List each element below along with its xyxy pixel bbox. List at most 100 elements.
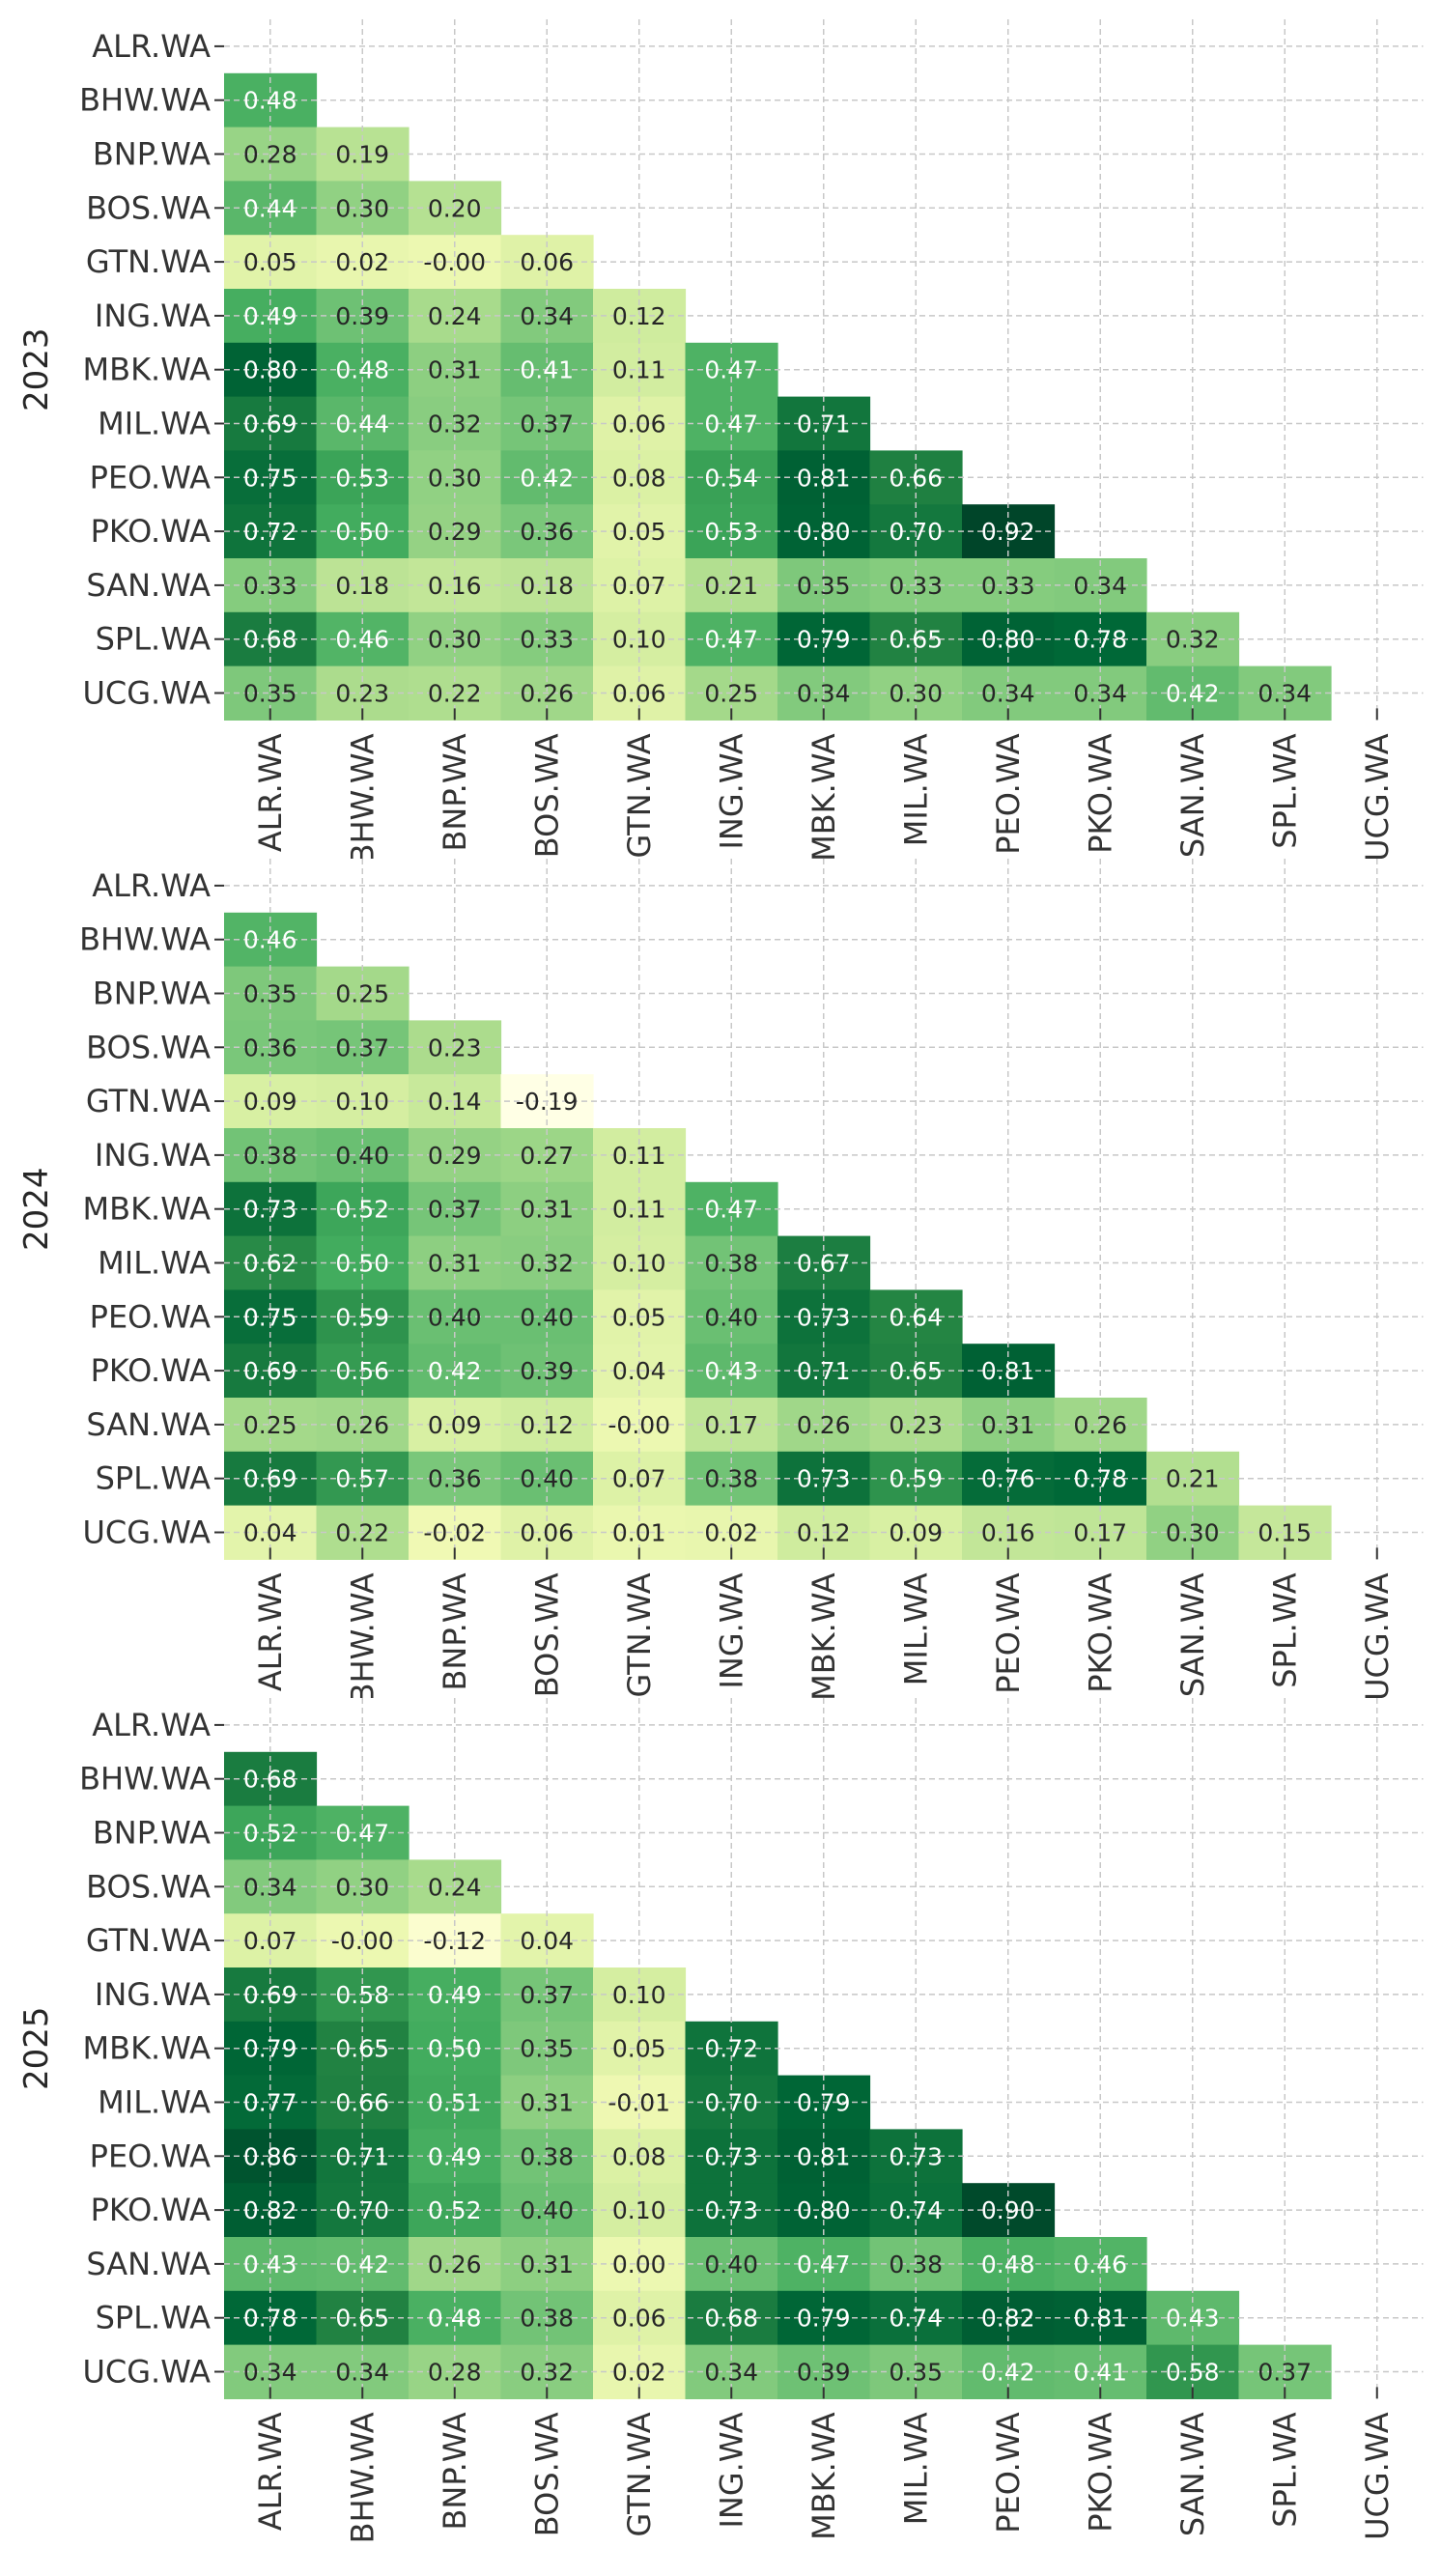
cell-annotation: 0.26 bbox=[797, 1411, 851, 1439]
cell-annotation: -0.12 bbox=[423, 1927, 486, 1955]
x-tick-label: GTN.WA bbox=[621, 2412, 658, 2536]
y-tick-label: SAN.WA bbox=[86, 567, 211, 604]
cell-annotation: 0.47 bbox=[704, 356, 758, 384]
cell-annotation: 0.29 bbox=[428, 1142, 482, 1170]
cell-annotation: 0.31 bbox=[428, 356, 482, 384]
cell-annotation: 0.81 bbox=[797, 464, 851, 492]
cell-annotation: 0.48 bbox=[981, 2250, 1035, 2279]
y-tick-label: ALR.WA bbox=[92, 1707, 211, 1743]
cell-annotation: 0.49 bbox=[243, 302, 297, 330]
cell-annotation: 0.20 bbox=[428, 194, 482, 222]
cell-annotation: 0.73 bbox=[243, 1196, 297, 1224]
cell-annotation: 0.04 bbox=[243, 1519, 297, 1547]
cell-annotation: 0.47 bbox=[704, 626, 758, 654]
cell-annotation: 0.51 bbox=[428, 2089, 482, 2117]
cell-annotation: 0.68 bbox=[243, 626, 297, 654]
cell-annotation: 0.66 bbox=[889, 464, 943, 492]
cell-annotation: 0.64 bbox=[889, 1303, 943, 1331]
cell-annotation: 0.34 bbox=[1073, 680, 1127, 708]
cell-annotation: 0.81 bbox=[981, 1357, 1035, 1385]
cell-annotation: 0.68 bbox=[704, 2305, 758, 2333]
cell-annotation: 0.12 bbox=[520, 1411, 574, 1439]
year-axis-label: 2025 bbox=[17, 2006, 56, 2090]
cell-annotation: 0.25 bbox=[704, 680, 758, 708]
cell-annotation: 0.06 bbox=[520, 1519, 574, 1547]
cell-annotation: 0.37 bbox=[428, 1196, 482, 1224]
cell-annotation: 0.23 bbox=[428, 1033, 482, 1062]
cell-annotation: 0.12 bbox=[797, 1519, 851, 1547]
cell-annotation: 0.37 bbox=[1257, 2359, 1312, 2387]
cell-annotation: 0.49 bbox=[428, 1981, 482, 2009]
x-tick-label: BHW.WA bbox=[344, 2412, 381, 2543]
cell-annotation: 0.38 bbox=[520, 2142, 574, 2170]
y-tick-label: BHW.WA bbox=[79, 82, 211, 119]
cell-annotation: 0.07 bbox=[612, 572, 666, 600]
cell-annotation: 0.37 bbox=[520, 1981, 574, 2009]
cell-annotation: 0.59 bbox=[889, 1465, 943, 1493]
cell-annotation: 0.82 bbox=[243, 2196, 297, 2224]
cell-annotation: 0.11 bbox=[612, 356, 666, 384]
cell-annotation: 0.80 bbox=[243, 356, 297, 384]
cell-annotation: 0.12 bbox=[612, 302, 666, 330]
cell-annotation: 0.77 bbox=[243, 2089, 297, 2117]
cell-annotation: 0.79 bbox=[797, 2089, 851, 2117]
y-tick-label: SAN.WA bbox=[86, 2246, 211, 2282]
y-tick-label: UCG.WA bbox=[82, 675, 211, 712]
x-tick-label: BNP.WA bbox=[437, 2412, 473, 2530]
y-tick-label: SPL.WA bbox=[96, 621, 212, 658]
cell-annotation: 0.34 bbox=[704, 2359, 758, 2387]
x-tick-label: BNP.WA bbox=[437, 1572, 473, 1690]
cell-annotation: 0.34 bbox=[1073, 572, 1127, 600]
cell-annotation: -0.00 bbox=[607, 1411, 670, 1439]
year-axis-label: 2024 bbox=[17, 1167, 56, 1251]
x-tick-label: SAN.WA bbox=[1174, 733, 1211, 858]
cell-annotation: 0.09 bbox=[428, 1411, 482, 1439]
y-tick-label: MBK.WA bbox=[83, 2030, 212, 2067]
y-tick-label: ING.WA bbox=[95, 1137, 211, 1174]
x-tick-label: SAN.WA bbox=[1174, 2412, 1211, 2536]
cell-annotation: 0.62 bbox=[243, 1250, 297, 1278]
cell-annotation: 0.32 bbox=[520, 1250, 574, 1278]
ylabel-background bbox=[0, 17, 224, 721]
cell-annotation: 0.38 bbox=[520, 2305, 574, 2333]
cell-annotation: 0.10 bbox=[612, 2196, 666, 2224]
cell-annotation: 0.75 bbox=[243, 1303, 297, 1331]
cell-annotation: 0.26 bbox=[1073, 1411, 1127, 1439]
cell-annotation: 0.47 bbox=[797, 2250, 851, 2279]
cell-annotation: 0.39 bbox=[335, 302, 389, 330]
cell-annotation: 0.65 bbox=[889, 626, 943, 654]
cell-annotation: 0.48 bbox=[243, 87, 297, 115]
cell-annotation: 0.90 bbox=[981, 2196, 1035, 2224]
x-tick-label: PKO.WA bbox=[1082, 2412, 1118, 2532]
y-axis: ALR.WA BHW.WA BNP.WA BOS.WA GTN.WA ING.WA MBK.… bbox=[79, 28, 224, 712]
x-tick-label: UCG.WA bbox=[1359, 2412, 1396, 2540]
cell-annotation: 0.32 bbox=[428, 410, 482, 439]
cell-annotation: 0.80 bbox=[797, 518, 851, 546]
cell-annotation: 0.73 bbox=[797, 1465, 851, 1493]
cell-annotation: 0.02 bbox=[335, 248, 389, 276]
cell-annotation: 0.06 bbox=[612, 410, 666, 439]
cell-annotation: 0.10 bbox=[612, 1250, 666, 1278]
cell-annotation: 0.33 bbox=[520, 626, 574, 654]
cell-annotation: 0.32 bbox=[1166, 626, 1220, 654]
cell-annotation: 0.37 bbox=[520, 410, 574, 439]
cell-annotation: 0.41 bbox=[520, 356, 574, 384]
y-tick-label: PEO.WA bbox=[90, 2137, 211, 2174]
cell-annotation: 0.53 bbox=[335, 464, 389, 492]
cell-annotation: 0.35 bbox=[243, 980, 297, 1008]
cell-annotation: -0.00 bbox=[423, 248, 486, 276]
cell-annotation: 0.67 bbox=[797, 1250, 851, 1278]
cell-annotation: 0.79 bbox=[797, 626, 851, 654]
cell-annotation: 0.41 bbox=[1073, 2359, 1127, 2387]
cell-annotation: 0.54 bbox=[704, 464, 758, 492]
x-tick-label: MIL.WA bbox=[897, 2412, 934, 2525]
grid-lines bbox=[224, 1698, 1424, 2399]
x-tick-label: BHW.WA bbox=[344, 733, 381, 864]
x-axis: ALR.WA BHW.WA BNP.WA BOS.WA GTN.WA ING.WA MBK.… bbox=[252, 1547, 1396, 1704]
x-tick-label: SPL.WA bbox=[1266, 2412, 1303, 2528]
cell-annotation: -0.00 bbox=[331, 1927, 394, 1955]
cell-annotation: 0.31 bbox=[520, 2250, 574, 2279]
x-tick-label: BHW.WA bbox=[344, 1572, 381, 1704]
cell-annotation: 0.10 bbox=[335, 1088, 389, 1116]
cell-annotation: 0.42 bbox=[1166, 680, 1220, 708]
